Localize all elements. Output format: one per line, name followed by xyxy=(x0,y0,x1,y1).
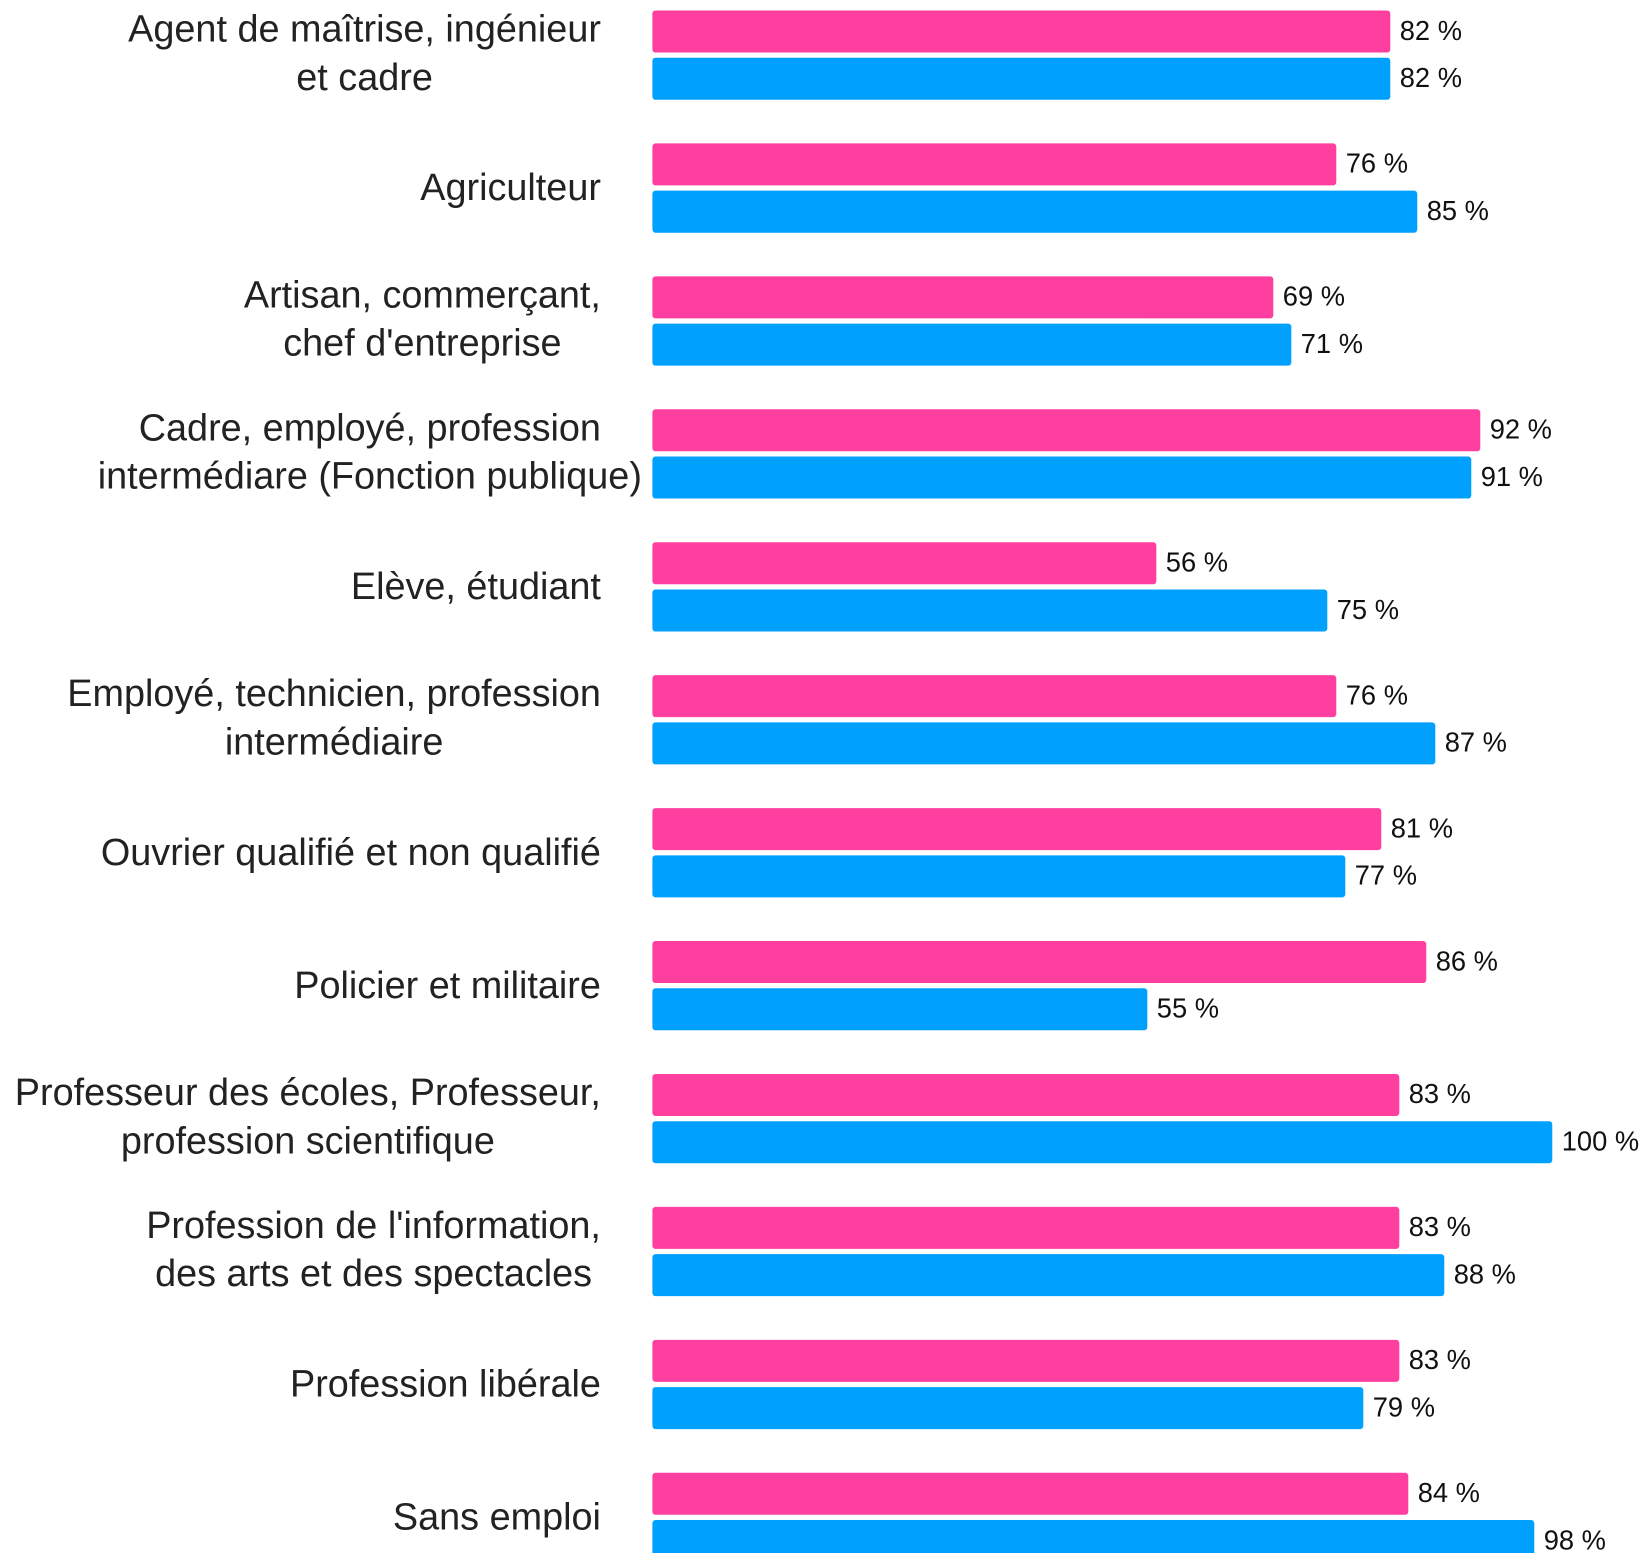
category-label: Professeur des écoles, Professeur, xyxy=(15,1072,601,1114)
bar xyxy=(652,1254,1445,1297)
category-label: Sans emploi xyxy=(393,1496,601,1538)
value-label: 55 % xyxy=(1157,993,1219,1024)
value-label: 71 % xyxy=(1301,328,1363,359)
category-label: Elève, étudiant xyxy=(351,566,602,608)
value-label: 98 % xyxy=(1544,1524,1606,1553)
value-label: 86 % xyxy=(1436,945,1498,976)
bar xyxy=(652,1387,1364,1430)
bar xyxy=(652,808,1382,851)
value-label: 91 % xyxy=(1481,461,1543,492)
bar xyxy=(652,589,1328,632)
value-label: 100 % xyxy=(1562,1125,1639,1156)
bar xyxy=(652,988,1148,1031)
value-label: 88 % xyxy=(1454,1258,1516,1289)
bar xyxy=(652,1520,1535,1553)
value-label: 92 % xyxy=(1490,414,1552,445)
category-label: Agent de maîtrise, ingénieur xyxy=(128,8,601,50)
bar xyxy=(652,190,1418,233)
bar xyxy=(652,1073,1400,1116)
value-label: 56 % xyxy=(1166,547,1228,578)
bar xyxy=(652,10,1391,53)
value-label: 84 % xyxy=(1418,1477,1480,1508)
bar xyxy=(652,323,1292,366)
value-label: 83 % xyxy=(1409,1211,1471,1242)
category-label: intermédiaire xyxy=(225,721,443,763)
category-label: Profession libérale xyxy=(290,1364,601,1406)
bar xyxy=(652,1339,1400,1382)
value-label: 83 % xyxy=(1409,1078,1471,1109)
bar xyxy=(652,722,1436,765)
value-label: 76 % xyxy=(1346,679,1408,710)
category-label: Profession de l'information, xyxy=(146,1205,601,1247)
value-label: 83 % xyxy=(1409,1344,1471,1375)
bar xyxy=(652,1121,1553,1164)
bar xyxy=(652,456,1472,499)
category-label: Agriculteur xyxy=(420,167,601,209)
category-label: Employé, technicien, profession xyxy=(67,673,601,715)
category-label: chef d'entreprise xyxy=(283,323,561,365)
value-label: 87 % xyxy=(1445,727,1507,758)
bar xyxy=(652,855,1346,898)
category-label: intermédiare (Fonction publique) xyxy=(98,456,642,498)
value-label: 82 % xyxy=(1400,62,1462,93)
category-label: Cadre, employé, profession xyxy=(139,407,601,449)
category-label: Artisan, commerçant, xyxy=(244,274,601,316)
value-label: 69 % xyxy=(1283,281,1345,312)
bar xyxy=(652,409,1481,452)
category-label: et cadre xyxy=(296,57,433,99)
value-label: 81 % xyxy=(1391,812,1453,843)
value-label: 76 % xyxy=(1346,148,1408,179)
bar xyxy=(652,1206,1400,1249)
bar xyxy=(652,1472,1409,1515)
value-label: 75 % xyxy=(1337,594,1399,625)
bar xyxy=(652,143,1337,186)
bar xyxy=(652,675,1337,718)
bar xyxy=(652,276,1274,319)
value-label: 82 % xyxy=(1400,15,1462,46)
value-label: 85 % xyxy=(1427,195,1489,226)
bar xyxy=(652,941,1427,984)
category-label: des arts et des spectacles xyxy=(155,1253,592,1295)
bar xyxy=(652,542,1157,585)
category-label: Policier et militaire xyxy=(294,965,601,1007)
value-label: 77 % xyxy=(1355,860,1417,891)
bar xyxy=(652,57,1391,100)
value-label: 79 % xyxy=(1373,1391,1435,1422)
category-label: Ouvrier qualifié et non qualifié xyxy=(101,832,601,874)
category-label: profession scientifique xyxy=(121,1120,495,1162)
